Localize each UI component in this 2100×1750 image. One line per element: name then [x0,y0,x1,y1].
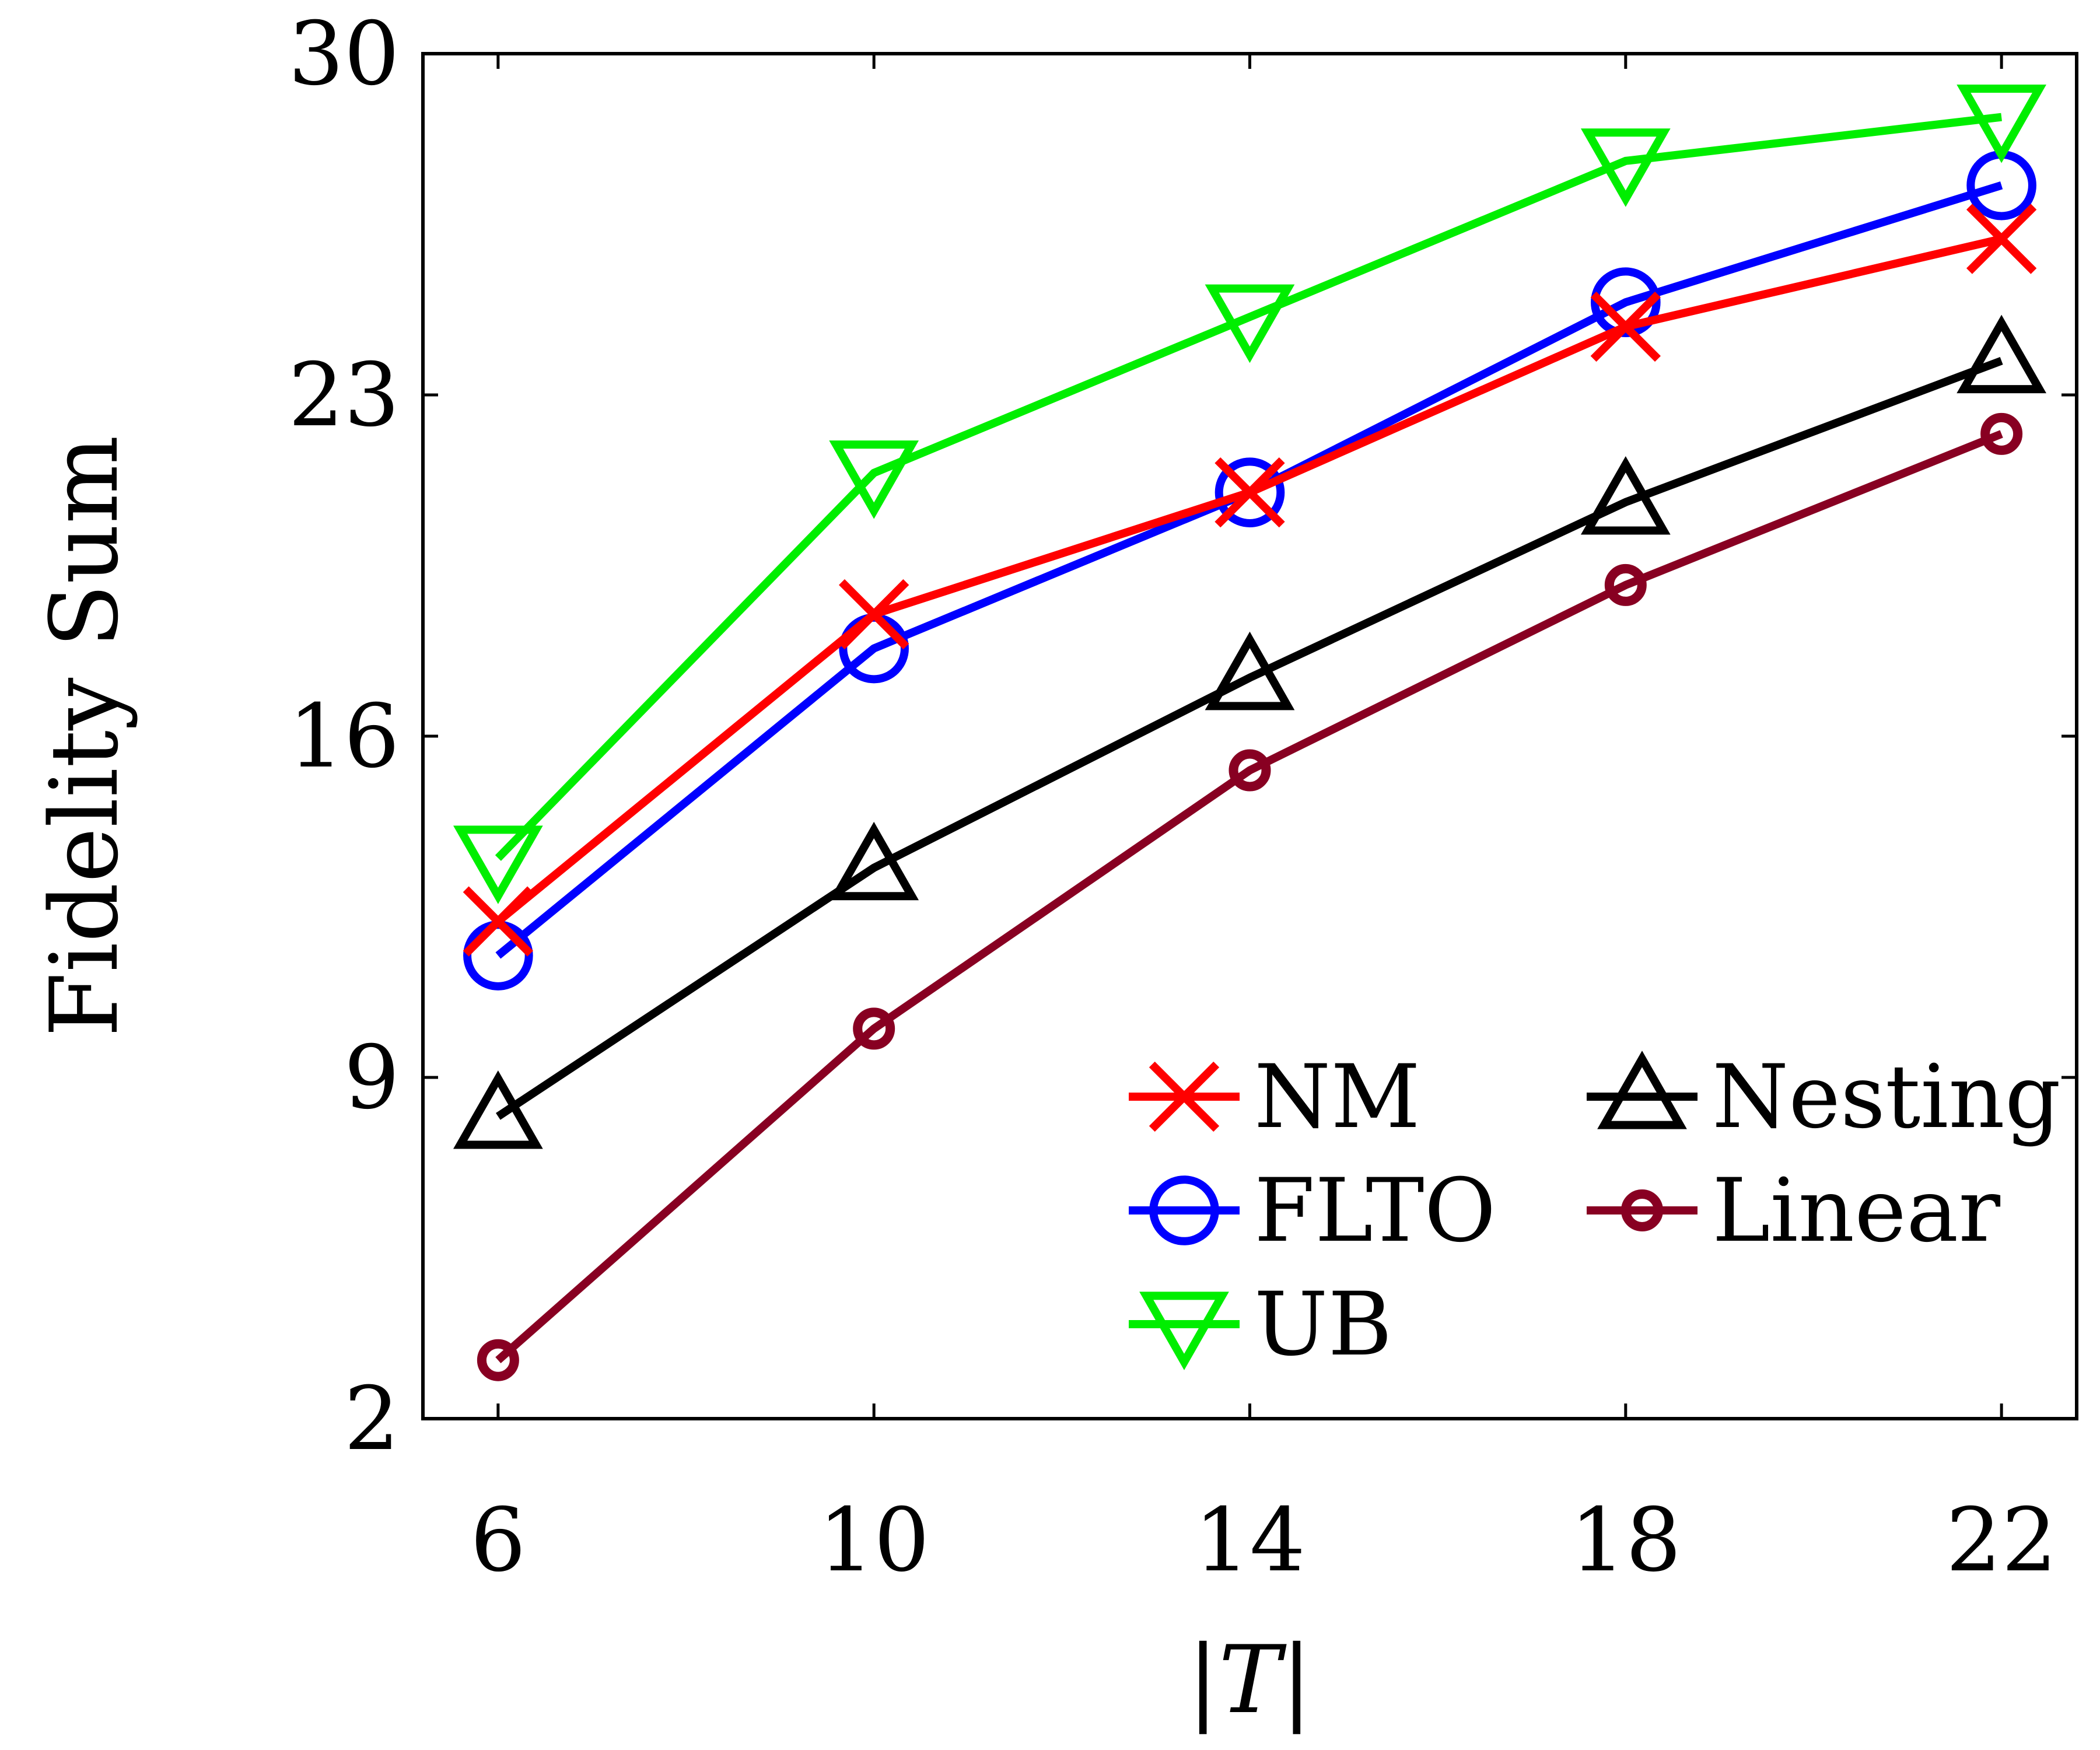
data-point-linear [1228,749,1271,792]
legend-marker-linear [1621,1189,1663,1231]
legend-entry-nm: NM [1129,1046,1420,1148]
x-tick-label: 14 [1194,1490,1306,1591]
legend-marker-nesting [1597,1051,1687,1129]
data-point-nesting [1957,314,2047,394]
legend-entry-linear: Linear [1587,1160,2000,1262]
series-linear [477,412,2023,1381]
legend-marker-ub [1139,1292,1229,1370]
legend-label-nm: NM [1254,1046,1420,1148]
data-point-nm [839,579,909,650]
legend-entry-nesting: Nesting [1587,1046,2061,1148]
data-point-ub [1205,284,1295,363]
x-tick-label: 18 [1570,1490,1681,1591]
series-line-linear [495,430,2003,1363]
y-tick-label: 23 [288,345,400,446]
data-point-linear [853,1007,895,1050]
data-point-linear [1980,412,2023,455]
legend-label-flto: FLTO [1254,1160,1496,1262]
legend-marker-flto [1149,1175,1219,1245]
y-tick-label: 2 [344,1368,400,1470]
series-line-flto [495,181,2003,959]
legend-label-nesting: Nesting [1712,1046,2061,1148]
data-point-nesting [1205,631,1295,710]
series-nesting [453,314,2047,1149]
data-point-ub [829,440,919,519]
data-point-nesting [1580,456,1671,535]
series-ub [453,85,2047,904]
data-point-linear [477,1339,519,1381]
series-line-nm [495,235,2003,925]
x-tick-label: 10 [818,1490,930,1591]
y-axis-title: Fidelity Sum [30,435,139,1037]
data-point-linear [1604,564,1647,606]
data-point-ub [1957,85,2047,163]
series-layer [453,85,2047,1381]
data-point-nm [1214,457,1285,528]
data-point-nm [463,886,534,957]
data-point-ub [453,825,543,904]
data-point-nm [1966,204,2037,274]
series-line-ub [495,113,2002,861]
data-point-nm [1590,291,1661,362]
legend: NM Nesting FLTO Linear UB [1129,1046,2061,1376]
x-tick-label: 6 [470,1490,526,1591]
y-tick-label: 30 [288,4,400,105]
legend-entry-ub: UB [1129,1274,1392,1376]
series-flto [463,150,2036,991]
series-line-nesting [496,356,2003,1120]
legend-label-ub: UB [1254,1274,1392,1376]
series-nm [463,204,2037,957]
data-point-nesting [453,1070,543,1149]
data-point-flto [1591,267,1661,338]
legend-marker-nm [1149,1061,1220,1132]
x-tick-label: 22 [1946,1490,2057,1591]
data-point-flto [1214,457,1285,527]
y-tick-label: 9 [344,1027,400,1129]
legend-label-linear: Linear [1712,1160,2000,1262]
x-axis-title: |T| [1187,1625,1312,1734]
data-point-nesting [829,821,919,901]
legend-entry-flto: FLTO [1129,1160,1496,1262]
data-point-ub [1580,128,1671,207]
y-tick-label: 16 [288,686,400,788]
